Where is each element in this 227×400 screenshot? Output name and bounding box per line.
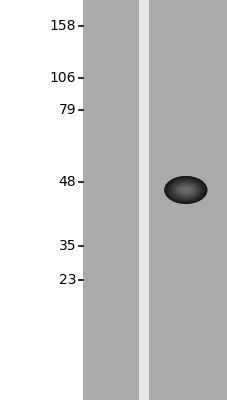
Text: 35: 35: [59, 239, 76, 253]
Ellipse shape: [177, 185, 193, 195]
Ellipse shape: [173, 182, 197, 198]
Ellipse shape: [174, 183, 196, 197]
Ellipse shape: [179, 186, 191, 194]
Ellipse shape: [170, 180, 200, 200]
Ellipse shape: [169, 180, 201, 200]
Ellipse shape: [176, 184, 194, 196]
Ellipse shape: [181, 187, 189, 193]
Text: 23: 23: [59, 273, 76, 287]
Ellipse shape: [182, 188, 188, 192]
Ellipse shape: [180, 187, 190, 193]
Ellipse shape: [175, 184, 195, 196]
Bar: [83, 0, 138, 400]
Ellipse shape: [182, 188, 188, 192]
Ellipse shape: [176, 184, 194, 196]
Ellipse shape: [163, 176, 207, 204]
Ellipse shape: [180, 186, 190, 194]
Ellipse shape: [173, 182, 197, 198]
Ellipse shape: [169, 180, 201, 200]
Ellipse shape: [183, 189, 187, 191]
Ellipse shape: [165, 177, 205, 203]
Ellipse shape: [171, 181, 199, 199]
Ellipse shape: [165, 177, 205, 203]
Ellipse shape: [183, 189, 187, 192]
Ellipse shape: [171, 181, 199, 199]
Ellipse shape: [166, 178, 204, 202]
Ellipse shape: [168, 179, 202, 201]
Ellipse shape: [175, 183, 195, 197]
Ellipse shape: [171, 181, 199, 199]
Ellipse shape: [173, 182, 197, 198]
Text: 106: 106: [50, 71, 76, 85]
Text: 158: 158: [50, 19, 76, 33]
Ellipse shape: [168, 179, 202, 201]
Ellipse shape: [166, 178, 204, 202]
Ellipse shape: [178, 186, 192, 194]
Ellipse shape: [178, 185, 192, 195]
Text: 79: 79: [59, 103, 76, 117]
Ellipse shape: [167, 178, 203, 202]
Ellipse shape: [179, 186, 191, 194]
Ellipse shape: [175, 184, 195, 196]
Ellipse shape: [174, 183, 196, 197]
Ellipse shape: [170, 180, 200, 200]
Ellipse shape: [178, 186, 191, 194]
Ellipse shape: [167, 178, 203, 202]
Ellipse shape: [170, 180, 200, 200]
Ellipse shape: [180, 187, 190, 193]
Ellipse shape: [164, 176, 206, 204]
Ellipse shape: [173, 182, 197, 198]
Bar: [149, 0, 227, 400]
Ellipse shape: [164, 176, 206, 204]
Ellipse shape: [178, 185, 192, 195]
Ellipse shape: [177, 185, 193, 195]
Ellipse shape: [184, 189, 186, 191]
Ellipse shape: [165, 177, 205, 203]
Ellipse shape: [172, 182, 198, 198]
Ellipse shape: [181, 188, 189, 192]
Ellipse shape: [168, 179, 202, 201]
Text: 48: 48: [59, 175, 76, 189]
Ellipse shape: [181, 188, 189, 192]
Ellipse shape: [183, 188, 188, 192]
Ellipse shape: [172, 181, 198, 199]
Ellipse shape: [167, 178, 203, 202]
Ellipse shape: [176, 184, 194, 196]
Bar: [138, 0, 149, 400]
Ellipse shape: [165, 177, 204, 202]
